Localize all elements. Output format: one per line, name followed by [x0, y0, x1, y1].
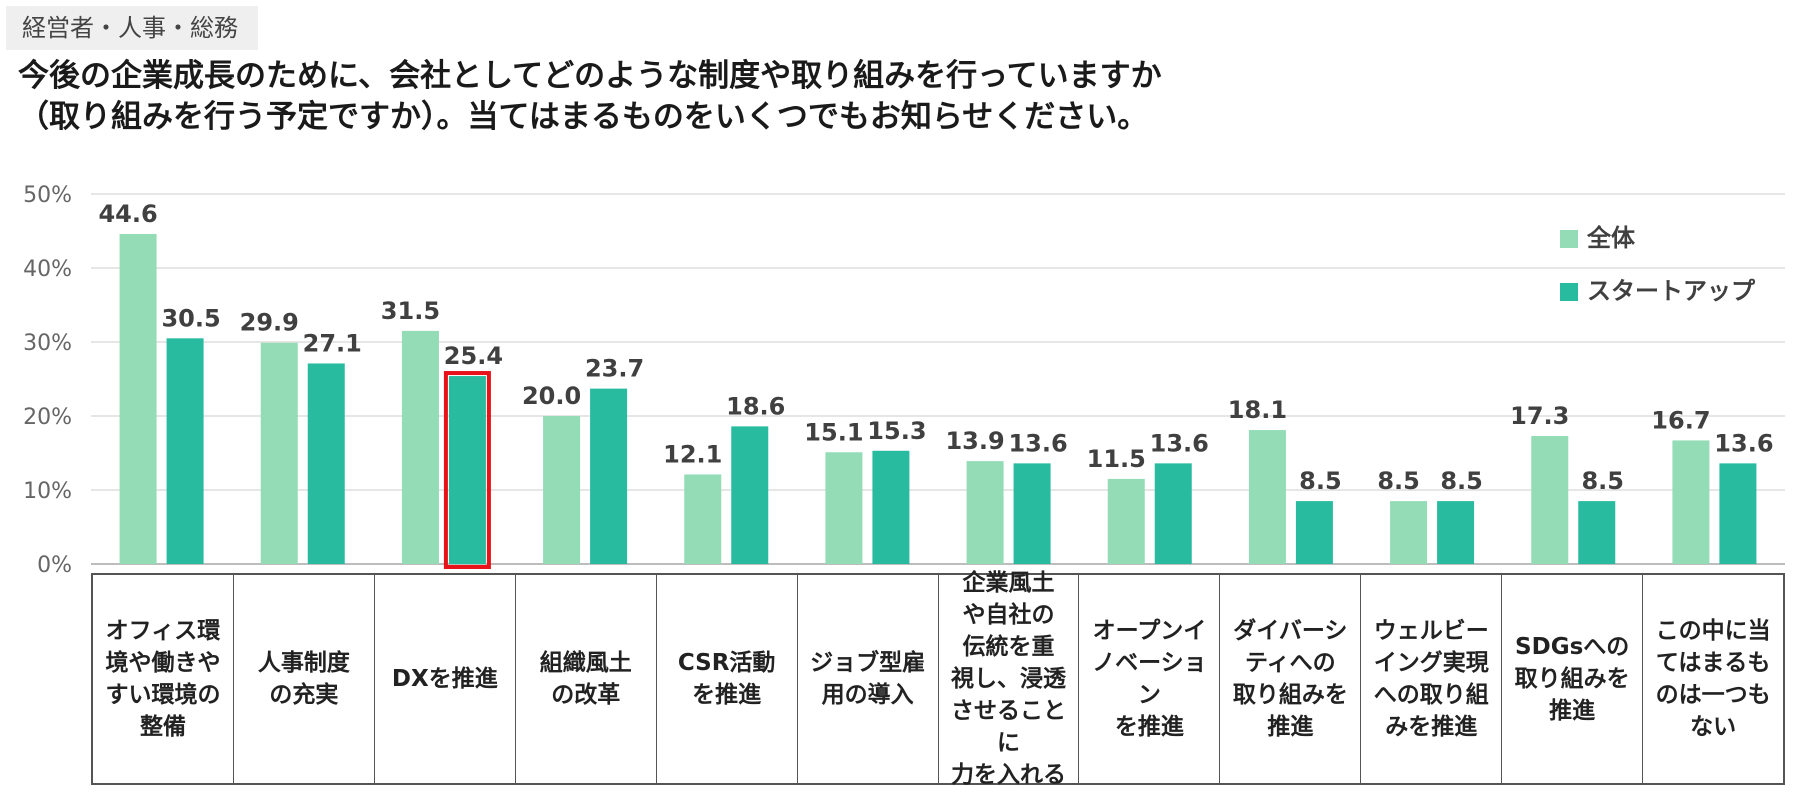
data-label: 12.1: [663, 440, 722, 468]
data-label: 15.3: [867, 417, 926, 445]
x-category-label: DXを推進: [373, 575, 515, 783]
x-category-label: ウェルビー イング実現 への取り組 みを推進: [1360, 575, 1501, 783]
legend-label: スタートアップ: [1587, 277, 1756, 305]
x-category-label: この中に当 てはまるも のは一つも ない: [1642, 575, 1783, 783]
bar-overall: [401, 330, 439, 564]
y-tick-label: 40%: [23, 257, 72, 282]
bar-startup: [1154, 463, 1192, 564]
y-tick-label: 0%: [37, 553, 72, 578]
x-category-label: 企業風土 や自社の 伝統を重 視し、浸透 させることに 力を入れる: [937, 570, 1079, 788]
data-label: 18.1: [1228, 396, 1287, 424]
bar-startup: [1719, 463, 1757, 564]
bar-overall: [260, 342, 298, 564]
y-tick-label: 50%: [23, 183, 72, 208]
bar-overall: [543, 416, 581, 564]
legend-swatch: [1560, 230, 1578, 248]
bar-startup: [590, 388, 628, 564]
y-tick-label: 10%: [23, 479, 72, 504]
question-line-2: （取り組みを行う予定ですか）。当てはまるものをいくつでもお知らせください。: [18, 99, 1149, 135]
bar-overall: [1107, 478, 1145, 564]
x-category-label: SDGsへの 取り組みを 推進: [1501, 575, 1642, 783]
bar-overall: [825, 452, 863, 564]
bar-startup: [1013, 463, 1051, 564]
bar-startup: [448, 376, 486, 564]
bar-startup: [731, 426, 769, 564]
audience-tag: 経営者・人事・総務: [6, 6, 258, 50]
highlight-box: [443, 371, 491, 570]
data-label: 13.6: [1008, 429, 1067, 457]
data-label: 13.6: [1150, 429, 1209, 457]
data-label: 15.1: [804, 418, 863, 446]
bar-startup: [1437, 501, 1475, 564]
x-category-label: 人事制度 の充実: [232, 575, 374, 783]
bar-overall: [684, 474, 722, 564]
bar-startup: [872, 450, 910, 564]
category-table: オフィス環 境や働きや すい環境の 整備 人事制度 の充実 DXを推進 組織風土 の改…: [91, 570, 1785, 788]
y-tick-label: 20%: [23, 405, 72, 430]
bar-overall: [1672, 440, 1710, 564]
data-label: 8.5: [1299, 467, 1342, 495]
y-tick-label: 30%: [23, 331, 72, 356]
data-label: 31.5: [381, 297, 440, 325]
data-label: 16.7: [1651, 406, 1710, 434]
data-label: 23.7: [585, 355, 644, 383]
data-label: 8.5: [1377, 467, 1420, 495]
data-label: 30.5: [161, 304, 220, 332]
bar-startup: [1295, 501, 1333, 564]
x-category-label: オープンイ ノベーション を推進: [1078, 575, 1219, 783]
data-label: 8.5: [1581, 467, 1624, 495]
data-label: 20.0: [522, 382, 581, 410]
legend-label: 全体: [1586, 224, 1636, 252]
bar-overall: [1390, 501, 1428, 564]
data-label: 29.9: [240, 309, 299, 337]
legend-swatch: [1560, 283, 1578, 301]
x-category-label: ジョブ型雇 用の導入: [796, 575, 938, 783]
bar-startup: [166, 338, 204, 564]
bar-startup: [307, 363, 345, 564]
data-label: 17.3: [1510, 402, 1569, 430]
data-label: 25.4: [444, 342, 503, 370]
bar-overall: [966, 461, 1004, 564]
question-title: 今後の企業成長のために、会社としてどのような制度や取り組みを行っていますか （取…: [18, 56, 1162, 138]
data-label: 27.1: [303, 329, 362, 357]
x-category-label: オフィス環 境や働きや すい環境の 整備: [105, 618, 221, 740]
question-line-1: 今後の企業成長のために、会社としてどのような制度や取り組みを行っていますか: [18, 58, 1162, 94]
data-label: 13.9: [945, 427, 1004, 455]
data-label: 44.6: [98, 200, 157, 228]
bar-overall: [1531, 435, 1569, 564]
x-category-label: 組織風土 の改革: [514, 575, 656, 783]
bar-overall: [1248, 430, 1286, 564]
data-label: 13.6: [1714, 429, 1773, 457]
data-label: 11.5: [1087, 445, 1146, 473]
bar-startup: [1578, 501, 1616, 564]
data-label: 8.5: [1440, 467, 1483, 495]
bar-overall: [119, 233, 157, 564]
x-category-label: ダイバーシ ティへの 取り組みを 推進: [1219, 575, 1360, 783]
x-category-label: CSR活動 を推進: [655, 575, 797, 783]
data-label: 18.6: [726, 392, 785, 420]
